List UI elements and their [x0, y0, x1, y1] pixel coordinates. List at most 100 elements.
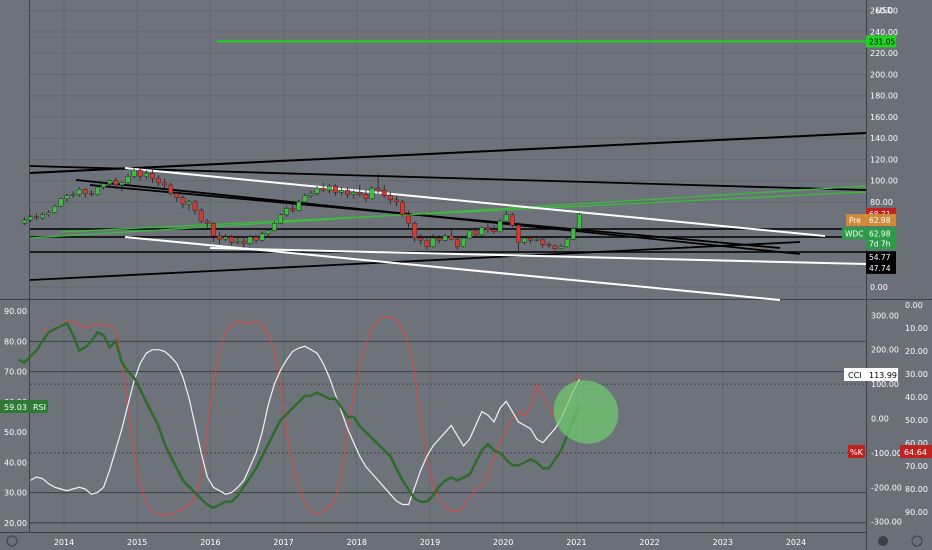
candle-body	[564, 238, 570, 247]
candle-body	[345, 190, 350, 195]
candle-body	[394, 199, 399, 203]
candle	[272, 221, 277, 232]
timezone-icon[interactable]	[6, 535, 18, 547]
rsi-tick-label: 30.00	[4, 489, 27, 498]
candle-body	[320, 187, 326, 191]
candle	[192, 199, 198, 215]
price-tick-label: 180.00	[870, 92, 898, 101]
price-tag-box	[866, 214, 896, 227]
candle-body	[229, 236, 235, 243]
stoch-tag-value: 64.64	[904, 448, 927, 457]
candle-body	[76, 189, 82, 195]
candle	[503, 210, 509, 224]
candle-body	[253, 236, 259, 241]
candle-body	[424, 240, 430, 247]
candle-body	[137, 169, 143, 177]
candle-body	[180, 197, 186, 205]
rsi-tag-value: 59.03	[4, 403, 27, 412]
candle	[345, 187, 350, 198]
candle	[204, 218, 210, 228]
candle	[28, 214, 33, 223]
candle	[326, 183, 332, 194]
candle-body	[552, 245, 558, 249]
candle	[479, 226, 485, 236]
candle	[235, 238, 241, 245]
highlight-ellipse[interactable]	[541, 368, 631, 457]
trendline-black-support[interactable]	[29, 241, 801, 281]
candle	[241, 235, 247, 248]
candle	[406, 210, 411, 228]
candle-body	[119, 182, 125, 186]
price-tag-box	[866, 261, 896, 274]
candle-body	[406, 214, 411, 224]
candle-body	[64, 195, 70, 199]
candle	[540, 238, 546, 248]
candle	[381, 184, 387, 198]
settings-icon[interactable]	[911, 535, 923, 547]
candle-body	[442, 235, 448, 241]
candle-body	[448, 235, 454, 240]
candle-body	[241, 241, 247, 244]
trendline-white-3[interactable]	[209, 247, 867, 265]
indicator-axis-background	[866, 300, 932, 532]
candle-body	[95, 186, 100, 195]
candle	[64, 193, 70, 202]
candle-body	[558, 246, 564, 249]
time-tick-label: 2016	[200, 538, 220, 547]
candle-body	[217, 235, 222, 240]
trendline-green-1[interactable]	[29, 185, 867, 239]
time-tick-label: 2021	[566, 538, 586, 547]
candle-body	[82, 189, 88, 194]
stoch-tick-label: 80.00	[905, 485, 928, 494]
candle-body	[284, 208, 289, 215]
trendlines[interactable]	[29, 40, 867, 301]
stoch-tick-label: 50.00	[905, 416, 928, 425]
price-axis-labels: 260.00 240.00 220.00 200.00 180.00 160.00 140.…	[870, 7, 898, 292]
candle-body	[540, 238, 546, 245]
candle-body	[302, 195, 308, 203]
candle-body	[455, 238, 460, 247]
candle	[131, 166, 137, 179]
candle-body	[174, 193, 180, 198]
candle	[363, 189, 369, 202]
auto-scale-icon[interactable]	[878, 536, 888, 546]
candle-body	[192, 201, 198, 211]
time-tick-label: 2015	[127, 538, 147, 547]
trendline-black-long-1[interactable]	[29, 165, 867, 191]
time-tick-label: 2019	[420, 538, 440, 547]
candle-body	[509, 214, 515, 226]
candle	[40, 212, 46, 221]
candle	[58, 197, 64, 208]
stoch-tick-label: 40.00	[905, 393, 928, 402]
candle-body	[186, 201, 192, 205]
candle-body	[333, 185, 338, 193]
candle	[558, 244, 564, 250]
candle	[412, 221, 418, 243]
candle-body	[40, 214, 46, 219]
candle	[101, 181, 107, 190]
time-tick-label: 2018	[347, 538, 367, 547]
stoch-tick-label: 60.00	[905, 439, 928, 448]
trendline-black-upper[interactable]	[29, 132, 867, 174]
trendline-white-2[interactable]	[124, 236, 781, 301]
price-pane-background	[0, 0, 866, 299]
candle	[497, 218, 503, 233]
price-tag-prefix: WDC	[845, 229, 863, 238]
candle-body	[162, 182, 167, 186]
candle-body	[528, 237, 534, 241]
trendline-white-1[interactable]	[124, 167, 826, 237]
candle	[46, 210, 52, 217]
price-tick-label: 160.00	[870, 113, 898, 122]
trendline-green-2[interactable]	[59, 191, 867, 233]
candle-body	[577, 213, 582, 229]
rsi-tick-label: 80.00	[4, 337, 27, 346]
candle-body	[381, 190, 387, 196]
candle	[70, 191, 76, 198]
candle	[436, 234, 442, 244]
candle-body	[570, 228, 576, 240]
candle	[430, 233, 436, 248]
cci-tick-label: -200.00	[871, 483, 902, 492]
price-tag-prefix-box	[846, 214, 866, 227]
